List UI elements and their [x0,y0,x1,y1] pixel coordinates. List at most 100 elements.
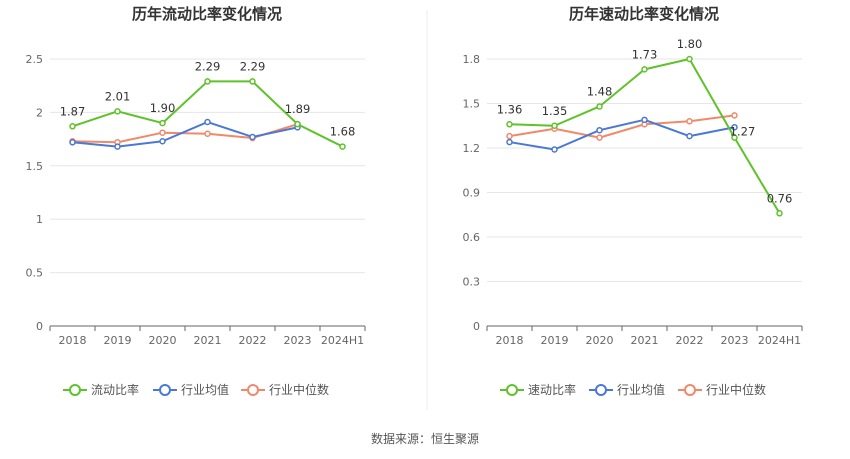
data-label: 1.89 [285,102,311,116]
y-tick-label: 2 [36,106,43,119]
x-tick-label: 2021 [631,334,659,347]
y-tick-label: 0.9 [463,187,481,200]
x-tick-label: 2023 [284,334,312,347]
x-tick-label: 2019 [104,334,132,347]
data-label: 2.29 [195,59,221,73]
data-point [204,118,211,126]
y-tick-label: 2.5 [26,53,44,66]
y-tick-label: 0.5 [26,267,44,280]
y-tick-label: 0 [473,320,480,333]
data-point [731,112,738,119]
data-label: 2.01 [105,89,131,103]
data-point [114,108,121,115]
legend-item[interactable]: 行业均值 [589,382,665,397]
data-point [641,66,648,73]
x-tick-label: 2022 [676,334,704,347]
x-tick-label: 2023 [721,334,749,347]
data-point [506,138,513,146]
x-tick-label: 2018 [59,334,87,347]
current-ratio-chart: 历年流动比率变化情况 0 0.5 1 1.5 2 2.5 2018 2019 2020 2021 20… [26,5,366,397]
y-tick-label: 1.8 [463,53,481,66]
legend-marker [684,384,696,396]
data-point [641,116,648,124]
data-label: 1.36 [497,102,523,116]
legend-marker [595,384,607,396]
quick-ratio-chart: 历年速动比率变化情况 0 0.3 0.6 0.9 1.2 1.5 1.8 2018 2019 202… [463,5,803,397]
data-point [339,143,346,150]
data-point [249,133,256,141]
x-tick-label: 2021 [194,334,222,347]
data-point [686,132,693,140]
x-tick-label: 2019 [541,334,569,347]
y-tick-label: 1.5 [26,160,44,173]
data-label: 1.48 [587,84,613,98]
data-point [69,139,76,146]
legend-item[interactable]: 行业中位数 [678,382,766,397]
y-tick-label: 1.5 [463,98,481,111]
data-point [114,143,121,150]
legend-item[interactable]: 流动比率 [63,382,139,397]
x-tick-label: 2020 [586,334,614,347]
series-line [509,118,735,151]
data-point [159,137,166,145]
legend-item[interactable]: 速动比率 [500,382,576,397]
legend-item[interactable]: 行业中位数 [241,382,329,397]
data-point [159,119,166,127]
data-point [686,55,693,63]
data-point [204,78,211,85]
series-line [72,123,298,144]
data-point [506,121,513,128]
series-line [72,121,298,148]
data-label: 1.27 [730,125,756,139]
data-label: 1.87 [60,104,86,118]
data-label: 1.80 [677,37,703,51]
data-point [551,122,558,129]
series-line [509,114,735,139]
y-tick-label: 0.3 [463,276,481,289]
y-tick-label: 0 [36,320,43,333]
data-label: 1.68 [330,125,356,139]
data-point [596,126,603,134]
y-tick-label: 1 [36,213,43,226]
data-point [776,210,783,217]
legend-marker [159,384,171,396]
data-label: 2.29 [240,59,266,73]
legend-label: 速动比率 [528,382,576,397]
y-tick-label: 0.6 [463,231,481,244]
chart-title: 历年流动比率变化情况 [132,5,282,23]
legend-label: 流动比率 [91,382,139,397]
x-tick-label: 2020 [149,334,177,347]
data-point [596,103,603,110]
data-point [506,132,513,140]
legend-item[interactable]: 行业均值 [153,382,229,397]
data-label: 1.90 [150,101,176,115]
data-point [686,118,693,125]
data-label: 1.73 [632,47,658,61]
legend-marker [506,384,518,396]
legend-label: 行业均值 [181,382,229,397]
y-tick-label: 1.2 [463,142,481,155]
data-point [204,130,211,138]
x-tick-label: 2024H1 [321,334,364,347]
source-note: 数据来源：恒生聚源 [371,431,479,446]
legend-label: 行业中位数 [706,382,766,397]
data-point [596,134,603,141]
legend-marker [69,384,81,396]
data-point [294,120,301,128]
data-point [249,78,256,85]
legend-label: 行业中位数 [269,382,329,397]
x-tick-label: 2024H1 [758,334,801,347]
data-point [731,134,738,141]
x-tick-label: 2018 [496,334,524,347]
chart-title: 历年速动比率变化情况 [569,5,719,23]
data-point [731,123,738,131]
x-tick-label: 2022 [239,334,267,347]
data-label: 0.76 [767,191,793,205]
data-point [69,123,76,130]
data-point [551,146,558,153]
legend-label: 行业均值 [617,382,665,397]
legend-marker [247,384,259,396]
data-label: 1.35 [542,104,568,118]
data-point [159,129,166,136]
